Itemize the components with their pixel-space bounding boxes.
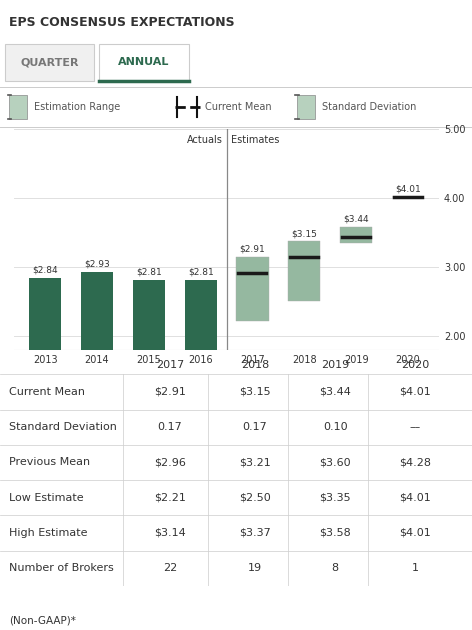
Text: $2.84: $2.84 <box>33 265 58 275</box>
Text: $2.21: $2.21 <box>154 493 186 503</box>
Text: Standard Deviation: Standard Deviation <box>9 422 118 432</box>
Bar <box>29 278 61 350</box>
Text: $3.35: $3.35 <box>319 493 351 503</box>
Text: Number of Brokers: Number of Brokers <box>9 563 114 573</box>
Text: (Non-GAAP)*: (Non-GAAP)* <box>9 616 76 626</box>
Text: 8: 8 <box>331 563 339 573</box>
Text: $2.50: $2.50 <box>239 493 271 503</box>
Text: 22: 22 <box>163 563 177 573</box>
Text: Current Mean: Current Mean <box>9 387 85 397</box>
Bar <box>81 272 113 350</box>
Text: $2.81: $2.81 <box>188 268 213 277</box>
Text: $4.01: $4.01 <box>399 493 431 503</box>
Text: $3.15: $3.15 <box>239 387 271 397</box>
Text: 1: 1 <box>412 563 419 573</box>
FancyBboxPatch shape <box>99 45 189 81</box>
Text: 2017: 2017 <box>156 360 184 370</box>
Text: Previous Mean: Previous Mean <box>9 457 91 467</box>
Text: Low Estimate: Low Estimate <box>9 493 84 503</box>
Text: EPS CONSENSUS EXPECTATIONS: EPS CONSENSUS EXPECTATIONS <box>9 16 235 29</box>
Text: 19: 19 <box>248 563 262 573</box>
Text: $2.81: $2.81 <box>136 268 162 277</box>
Bar <box>133 280 165 350</box>
Bar <box>297 94 315 120</box>
Text: $3.37: $3.37 <box>239 528 271 538</box>
Text: Standard Deviation: Standard Deviation <box>322 102 416 112</box>
Text: 2020: 2020 <box>401 360 430 370</box>
Text: $2.96: $2.96 <box>154 457 186 467</box>
Text: $4.28: $4.28 <box>399 457 431 467</box>
Text: 0.17: 0.17 <box>243 422 267 432</box>
Text: $4.01: $4.01 <box>395 185 421 194</box>
Bar <box>340 227 372 243</box>
Text: Current Mean: Current Mean <box>205 102 272 112</box>
Text: $4.01: $4.01 <box>399 387 431 397</box>
Text: $2.93: $2.93 <box>84 260 110 268</box>
Text: High Estimate: High Estimate <box>9 528 88 538</box>
Text: $3.58: $3.58 <box>319 528 351 538</box>
Text: Actuals: Actuals <box>186 135 222 145</box>
Bar <box>185 280 217 350</box>
Bar <box>9 94 27 120</box>
Text: QUARTER: QUARTER <box>20 57 79 67</box>
Text: Estimation Range: Estimation Range <box>34 102 120 112</box>
Text: 2018: 2018 <box>241 360 269 370</box>
FancyBboxPatch shape <box>5 45 94 81</box>
Text: $4.01: $4.01 <box>399 528 431 538</box>
Text: 2019: 2019 <box>321 360 349 370</box>
Text: $3.21: $3.21 <box>239 457 271 467</box>
Text: ––: –– <box>410 422 421 432</box>
Text: $3.44: $3.44 <box>319 387 351 397</box>
Bar <box>288 241 320 301</box>
Text: $3.60: $3.60 <box>319 457 351 467</box>
Text: $3.15: $3.15 <box>291 229 317 238</box>
Text: ANNUAL: ANNUAL <box>118 57 169 67</box>
Text: Estimates: Estimates <box>231 135 279 145</box>
Text: $3.44: $3.44 <box>343 215 369 224</box>
Text: 0.17: 0.17 <box>158 422 182 432</box>
Text: 0.10: 0.10 <box>323 422 347 432</box>
Text: $2.91: $2.91 <box>154 387 186 397</box>
Text: $3.14: $3.14 <box>154 528 186 538</box>
Bar <box>236 257 269 321</box>
Text: $2.91: $2.91 <box>240 245 265 254</box>
